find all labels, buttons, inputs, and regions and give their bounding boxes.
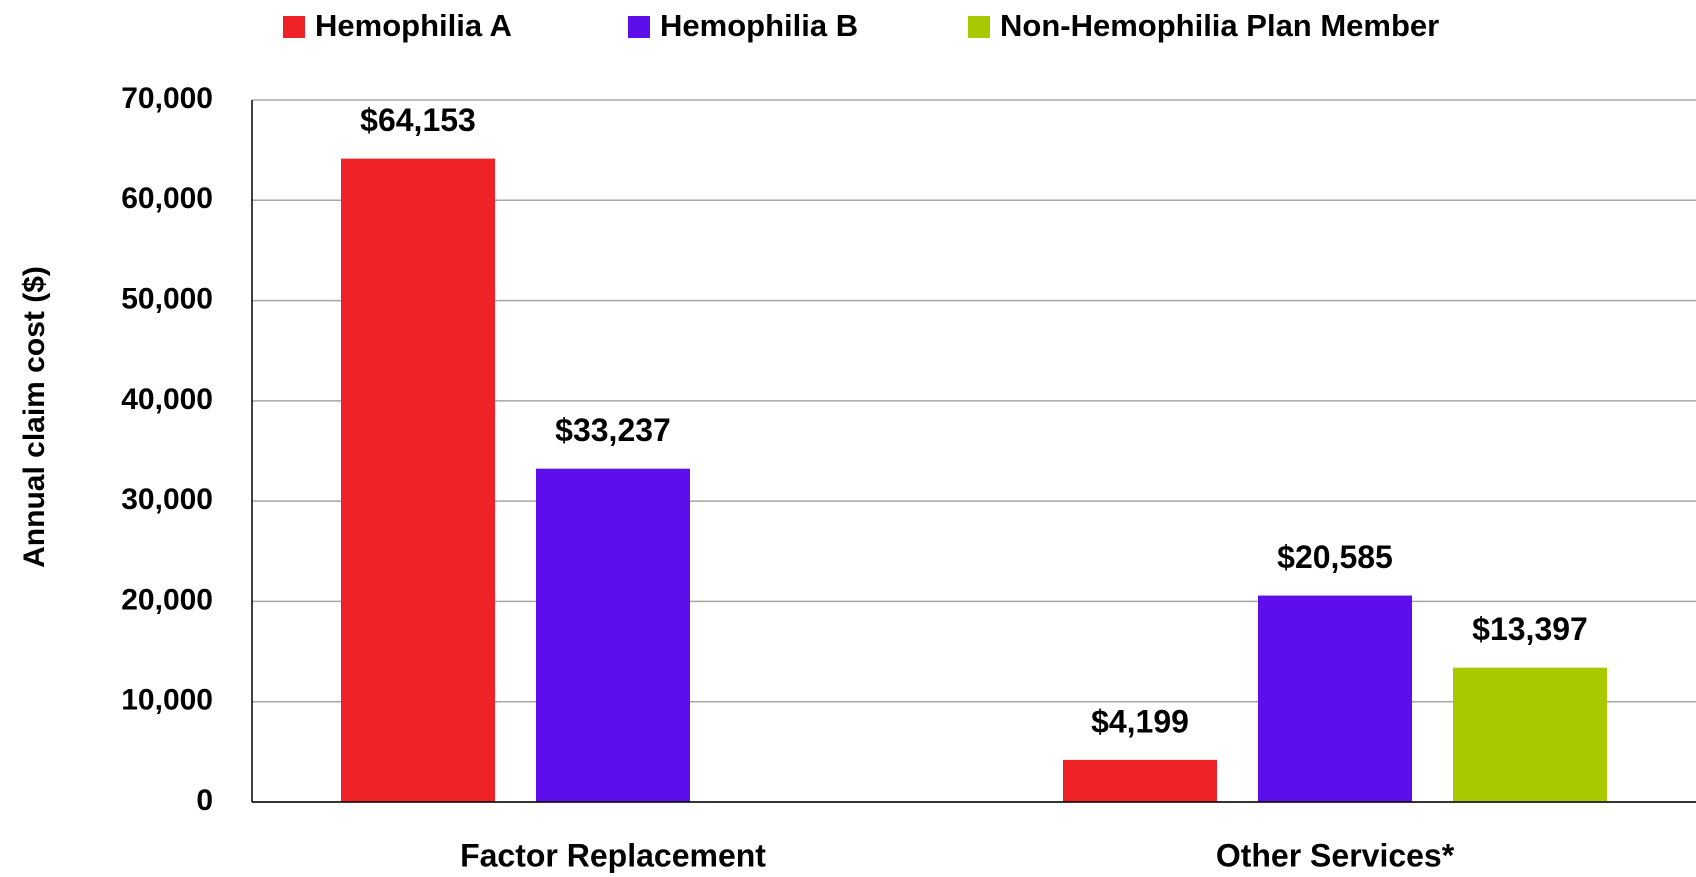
- y-tick-label: 70,000: [121, 82, 213, 115]
- y-tick-label: 60,000: [121, 182, 213, 215]
- value-label: $13,397: [1472, 611, 1588, 647]
- value-label: $20,585: [1277, 539, 1393, 575]
- legend-swatch: [628, 16, 650, 38]
- bar: [341, 158, 495, 802]
- value-label: $64,153: [360, 102, 476, 138]
- x-tick-label: Other Services*: [1216, 837, 1455, 873]
- y-tick-label: 50,000: [121, 282, 213, 315]
- bar: [1453, 667, 1607, 802]
- legend-label: Hemophilia A: [315, 8, 512, 43]
- legend-label: Non-Hemophilia Plan Member: [1000, 8, 1439, 43]
- value-label: $33,237: [555, 412, 671, 448]
- legend-swatch: [283, 16, 305, 38]
- y-tick-label: 10,000: [121, 684, 213, 717]
- y-axis-title: Annual claim cost ($): [18, 266, 51, 568]
- y-tick-label: 30,000: [121, 483, 213, 516]
- legend-swatch: [968, 16, 990, 38]
- legend-label: Hemophilia B: [660, 8, 858, 43]
- bar: [536, 468, 690, 802]
- bar: [1063, 759, 1217, 802]
- x-tick-label: Factor Replacement: [460, 837, 766, 873]
- y-tick-label: 20,000: [121, 583, 213, 616]
- y-tick-label: 40,000: [121, 383, 213, 416]
- value-label: $4,199: [1091, 703, 1189, 739]
- y-tick-label: 0: [196, 784, 213, 817]
- bar: [1258, 595, 1412, 802]
